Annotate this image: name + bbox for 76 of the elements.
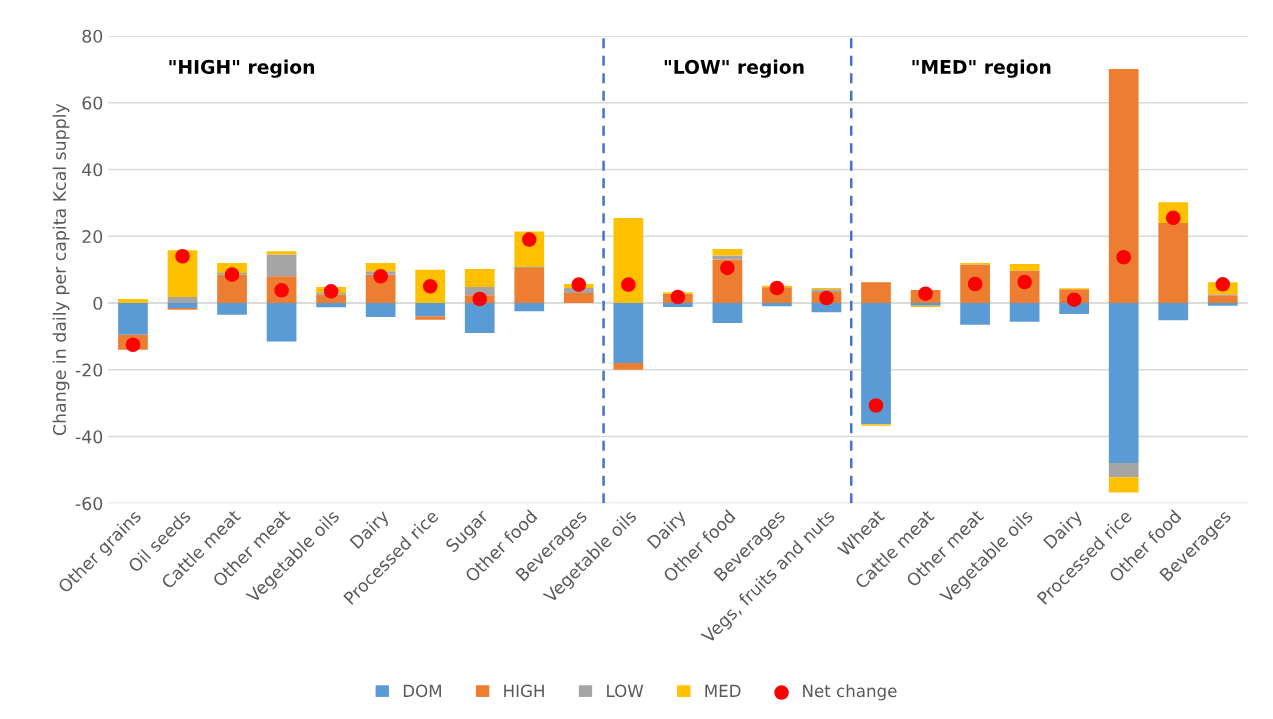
bar [1059, 303, 1090, 315]
legend-label: DOM [403, 684, 441, 698]
bar [266, 254, 297, 277]
point [720, 260, 735, 276]
point [521, 232, 537, 247]
y-tick-label: 60 [82, 96, 103, 110]
bar [464, 268, 495, 287]
annotation: "MED" region [912, 59, 1051, 78]
point [1066, 292, 1082, 307]
point [373, 269, 388, 284]
bar [464, 303, 495, 334]
bar [762, 303, 792, 307]
bar [613, 303, 644, 364]
bar [167, 297, 198, 304]
bar [613, 363, 644, 370]
point [769, 280, 785, 296]
legend-label: MED [705, 684, 741, 697]
bar [118, 299, 148, 304]
y-tick-label: 40 [82, 163, 103, 177]
point [819, 290, 834, 306]
point [1215, 277, 1231, 292]
point [472, 291, 488, 307]
annotation: "HIGH" region [169, 59, 315, 78]
y-tick-label: -20 [75, 363, 103, 377]
point [918, 286, 933, 301]
bar [712, 248, 743, 256]
bar [1207, 295, 1238, 304]
bar [712, 255, 743, 260]
y-tick-label: -60 [75, 497, 103, 511]
bar [563, 292, 594, 304]
bar [365, 262, 396, 272]
bar [118, 303, 148, 335]
y-tick-label: 80 [82, 29, 103, 43]
y-tick-label: -40 [75, 430, 103, 444]
point [571, 277, 587, 292]
bar [1009, 303, 1040, 322]
bar [316, 303, 346, 308]
bar [217, 274, 247, 304]
point [323, 284, 339, 299]
bar [1158, 222, 1189, 304]
y-tick-label: 20 [82, 229, 103, 244]
bar [1108, 477, 1139, 493]
legend-label: Net change [803, 684, 897, 701]
bar [1108, 462, 1139, 478]
bar [1158, 303, 1189, 321]
bar [861, 282, 891, 304]
bar [663, 303, 693, 308]
bar [415, 303, 446, 317]
legend-label: LOW [607, 684, 644, 698]
point [670, 289, 686, 305]
point [224, 267, 240, 282]
bar [960, 303, 990, 325]
bar [514, 303, 545, 312]
y-tick-label: 0 [93, 296, 103, 310]
bar [266, 303, 297, 342]
legend-label: HIGH [504, 684, 544, 698]
bar [266, 251, 297, 255]
bar [167, 303, 198, 309]
bar [217, 303, 247, 315]
bar [613, 217, 644, 304]
bar [514, 267, 545, 304]
point [621, 277, 636, 292]
annotation: "LOW" region [664, 59, 804, 78]
point [125, 337, 141, 353]
bar [365, 303, 396, 318]
bar [861, 303, 891, 425]
bar [1108, 69, 1139, 304]
bar [1108, 303, 1139, 463]
bar [712, 303, 743, 324]
point [175, 248, 190, 264]
point [1116, 249, 1131, 265]
bar [1207, 303, 1238, 306]
bar [1009, 263, 1040, 271]
point [868, 398, 884, 413]
bar [415, 316, 446, 320]
y-axis-title: Change in daily per capita Kcal supply [52, 103, 70, 436]
